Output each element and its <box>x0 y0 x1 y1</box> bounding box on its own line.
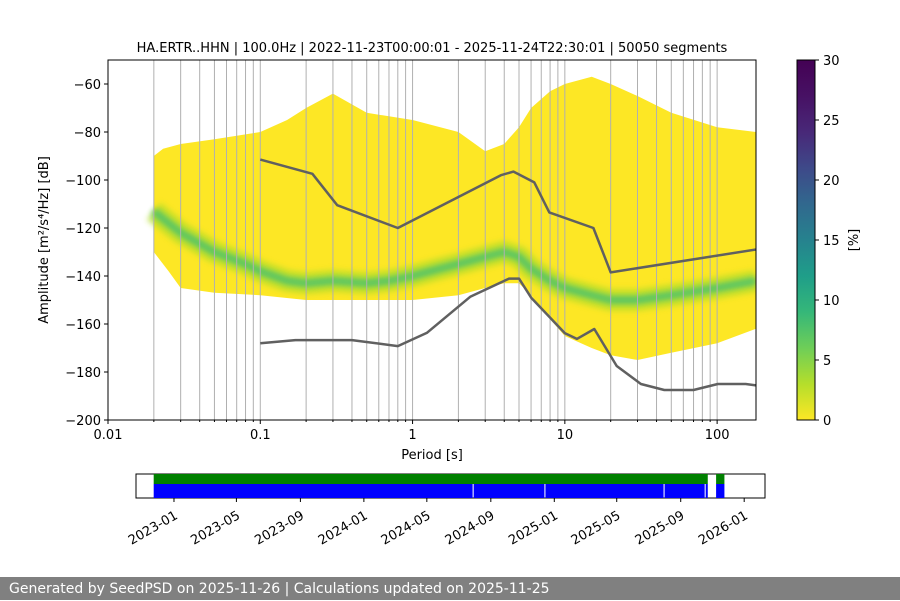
timeline-tick-label: 2024-05 <box>379 508 434 548</box>
timeline-bars <box>153 474 725 498</box>
psd-figure: HA.ERTR..HHN | 100.0Hz | 2022-11-23T00:0… <box>37 41 862 549</box>
colorbar-ticks: 0 5 10 15 20 25 30 <box>815 54 840 429</box>
colorbar-tick-label: 15 <box>823 234 840 249</box>
x-tick-label: 10 <box>557 428 574 443</box>
x-tick-label: 0.1 <box>250 428 271 443</box>
psd-plot-area <box>108 60 756 420</box>
timeline-segment-blue <box>664 484 705 498</box>
y-tick-label: −160 <box>65 318 101 333</box>
timeline-tick-label: 2025-09 <box>633 508 688 548</box>
timeline-segment-blue <box>705 484 708 498</box>
footer: Generated by SeedPSD on 2025-11-26 | Cal… <box>0 577 900 600</box>
timeline-axis: 2023-01 2023-05 2023-09 2024-01 2024-05 2024-… <box>126 498 751 549</box>
timeline-segment-blue <box>716 484 725 498</box>
x-axis: 0.01 0.1 1 10 100 <box>94 420 730 443</box>
y-axis-label: Amplitude [m²/s⁴/Hz] [dB] <box>37 156 52 324</box>
y-tick-label: −180 <box>65 366 101 381</box>
plot-frame <box>107 59 757 421</box>
footer-text: Generated by SeedPSD on 2025-11-26 | Cal… <box>9 581 550 597</box>
psd-density-layer <box>146 76 756 360</box>
timeline-tick-label: 2025-01 <box>506 508 561 548</box>
y-tick-label: −60 <box>74 78 101 93</box>
timeline-tick-label: 2025-05 <box>569 508 624 548</box>
colorbar <box>796 59 816 421</box>
timeline-tick-label: 2024-01 <box>316 508 371 548</box>
x-tick-label: 100 <box>705 428 730 443</box>
timeline-segment-green <box>716 474 725 484</box>
colorbar-tick-label: 20 <box>823 174 840 189</box>
grid <box>108 60 718 420</box>
colorbar-tick-label: 0 <box>823 414 831 429</box>
timeline-tick-label: 2024-09 <box>443 508 498 548</box>
y-tick-label: −120 <box>65 222 101 237</box>
y-tick-label: −100 <box>65 174 101 189</box>
colorbar-tick-label: 10 <box>823 294 840 309</box>
timeline-tick-label: 2023-09 <box>252 508 307 548</box>
chart-title: HA.ERTR..HHN | 100.0Hz | 2022-11-23T00:0… <box>137 41 728 56</box>
colorbar-tick-label: 5 <box>823 354 831 369</box>
psd-envelope <box>153 76 756 360</box>
x-axis-label: Period [s] <box>401 448 463 463</box>
y-axis: −200 −180 −160 −140 −120 −100 −80 −60 <box>65 78 108 429</box>
x-tick-label: 0.01 <box>94 428 123 443</box>
colorbar-tick-label: 30 <box>823 54 840 69</box>
psd-mode-core <box>152 210 756 302</box>
timeline-segment-blue <box>153 484 473 498</box>
timeline-segment-blue <box>545 484 664 498</box>
timeline-tick-label: 2026-01 <box>696 508 751 548</box>
timeline-tick-label: 2023-01 <box>126 508 181 548</box>
y-tick-label: −200 <box>65 414 101 429</box>
timeline-segment-green <box>153 474 708 484</box>
noise-model-lines <box>259 158 756 392</box>
series-line-nhnm <box>259 158 756 274</box>
y-tick-label: −80 <box>74 126 101 141</box>
timeline-segment-blue <box>473 484 545 498</box>
colorbar-tick-label: 25 <box>823 114 840 129</box>
colorbar-label: [%] <box>847 229 862 252</box>
timeline-tick-label: 2023-05 <box>188 508 243 548</box>
y-tick-label: −140 <box>65 270 101 285</box>
series-line-nlnm <box>260 277 756 392</box>
x-tick-label: 1 <box>408 428 416 443</box>
